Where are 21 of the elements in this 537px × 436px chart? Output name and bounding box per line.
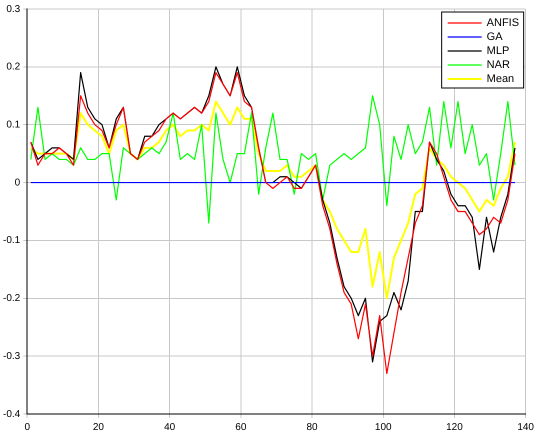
y-tick-label: 0.1 xyxy=(6,119,21,130)
x-tick-label: 140 xyxy=(517,422,534,433)
x-tick-label: 0 xyxy=(24,422,30,433)
y-tick-label: -0.2 xyxy=(2,293,21,304)
y-tick-label: -0.3 xyxy=(2,350,21,362)
y-tick-label: -0.4 xyxy=(2,408,21,420)
y-tick-label: -0.1 xyxy=(2,235,21,246)
legend-label: MLP xyxy=(486,45,510,58)
y-tick-label: 0.3 xyxy=(6,4,21,15)
x-tick-label: 120 xyxy=(446,422,464,433)
x-tick-label: 60 xyxy=(235,422,247,433)
x-tick-label: 100 xyxy=(374,422,392,433)
legend-label: ANFIS xyxy=(486,17,520,30)
y-tick-label: 0.2 xyxy=(6,62,21,73)
legend-label: Mean xyxy=(486,73,514,86)
x-tick-label: 80 xyxy=(306,422,318,433)
legend-label: GA xyxy=(486,31,504,44)
x-tick-label: 40 xyxy=(164,422,176,433)
y-tick-label: 0 xyxy=(14,177,21,188)
x-tick-label: 20 xyxy=(92,422,104,433)
legend-label: NAR xyxy=(486,59,510,72)
